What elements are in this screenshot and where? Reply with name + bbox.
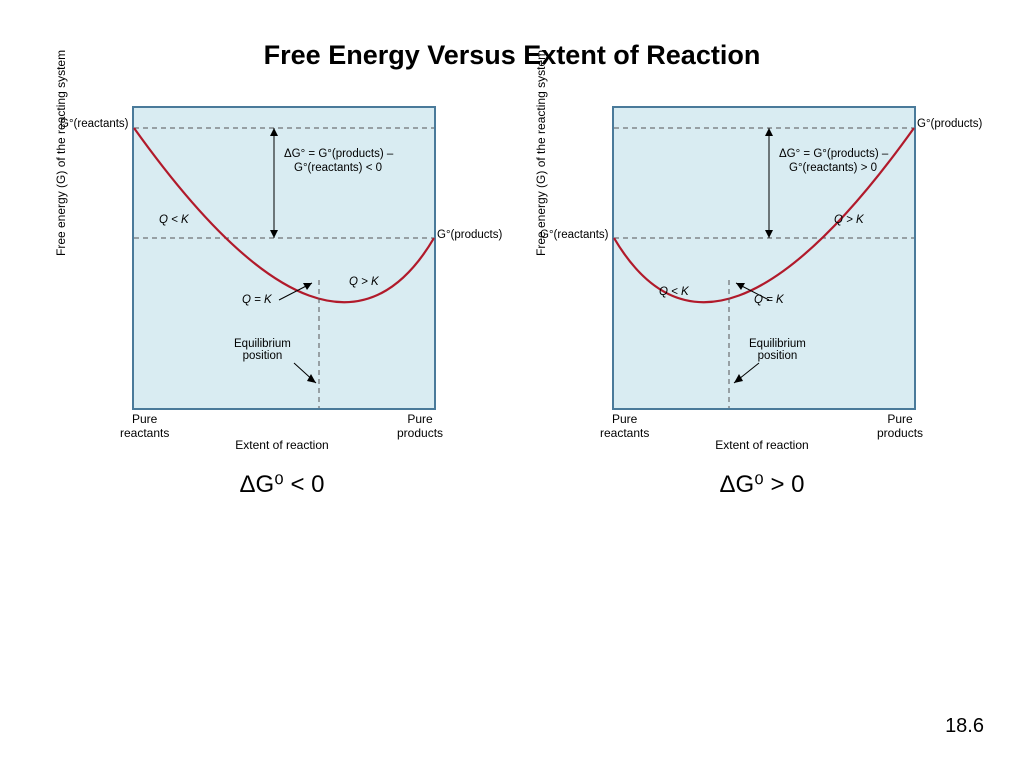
left-eq-label: Equilibriumposition (234, 338, 291, 362)
left-products-g-label: G°(products) (437, 229, 502, 241)
right-x-right: Pureproducts (877, 412, 923, 440)
left-qlk: Q < K (159, 214, 189, 226)
left-x-right: Pureproducts (397, 412, 443, 440)
right-dg-label-2: G°(reactants) > 0 (789, 162, 877, 174)
left-caption: ΔG⁰ < 0 (132, 470, 432, 499)
right-reactants-g-label: G°(reactants) (540, 229, 609, 241)
right-plot: ΔG° = G°(products) – G°(reactants) > 0 Q… (612, 106, 916, 410)
page-number: 18.6 (945, 715, 984, 738)
right-qgk: Q > K (834, 214, 864, 226)
left-qek: Q = K (242, 294, 272, 306)
right-qek: Q = K (754, 294, 784, 306)
left-y-axis-label: Free energy (G) of the reacting system (54, 50, 68, 256)
left-plot: ΔG° = G°(products) – G°(reactants) < 0 Q… (132, 106, 436, 410)
left-qgk: Q > K (349, 276, 379, 288)
left-dg-label-2: G°(reactants) < 0 (294, 162, 382, 174)
panels-row: Free energy (G) of the reacting system G… (0, 106, 1024, 499)
right-eq-label: Equilibriumposition (749, 338, 806, 362)
left-reactants-g-label: G°(reactants) (60, 118, 129, 130)
right-qlk: Q < K (659, 286, 689, 298)
right-caption: ΔG⁰ > 0 (612, 470, 912, 499)
right-y-axis-label: Free energy (G) of the reacting system (534, 50, 548, 256)
left-x-left: Purereactants (120, 412, 169, 440)
right-dg-label-1: ΔG° = G°(products) – (779, 148, 888, 160)
left-dg-label-1: ΔG° = G°(products) – (284, 148, 393, 160)
right-x-left: Purereactants (600, 412, 649, 440)
left-x-axis-label: Extent of reaction (132, 438, 432, 452)
right-x-axis-label: Extent of reaction (612, 438, 912, 452)
page-title: Free Energy Versus Extent of Reaction (0, 0, 1024, 71)
right-panel: Free energy (G) of the reacting system G… (552, 106, 952, 499)
left-panel: Free energy (G) of the reacting system G… (72, 106, 472, 499)
right-products-g-label: G°(products) (917, 118, 982, 130)
